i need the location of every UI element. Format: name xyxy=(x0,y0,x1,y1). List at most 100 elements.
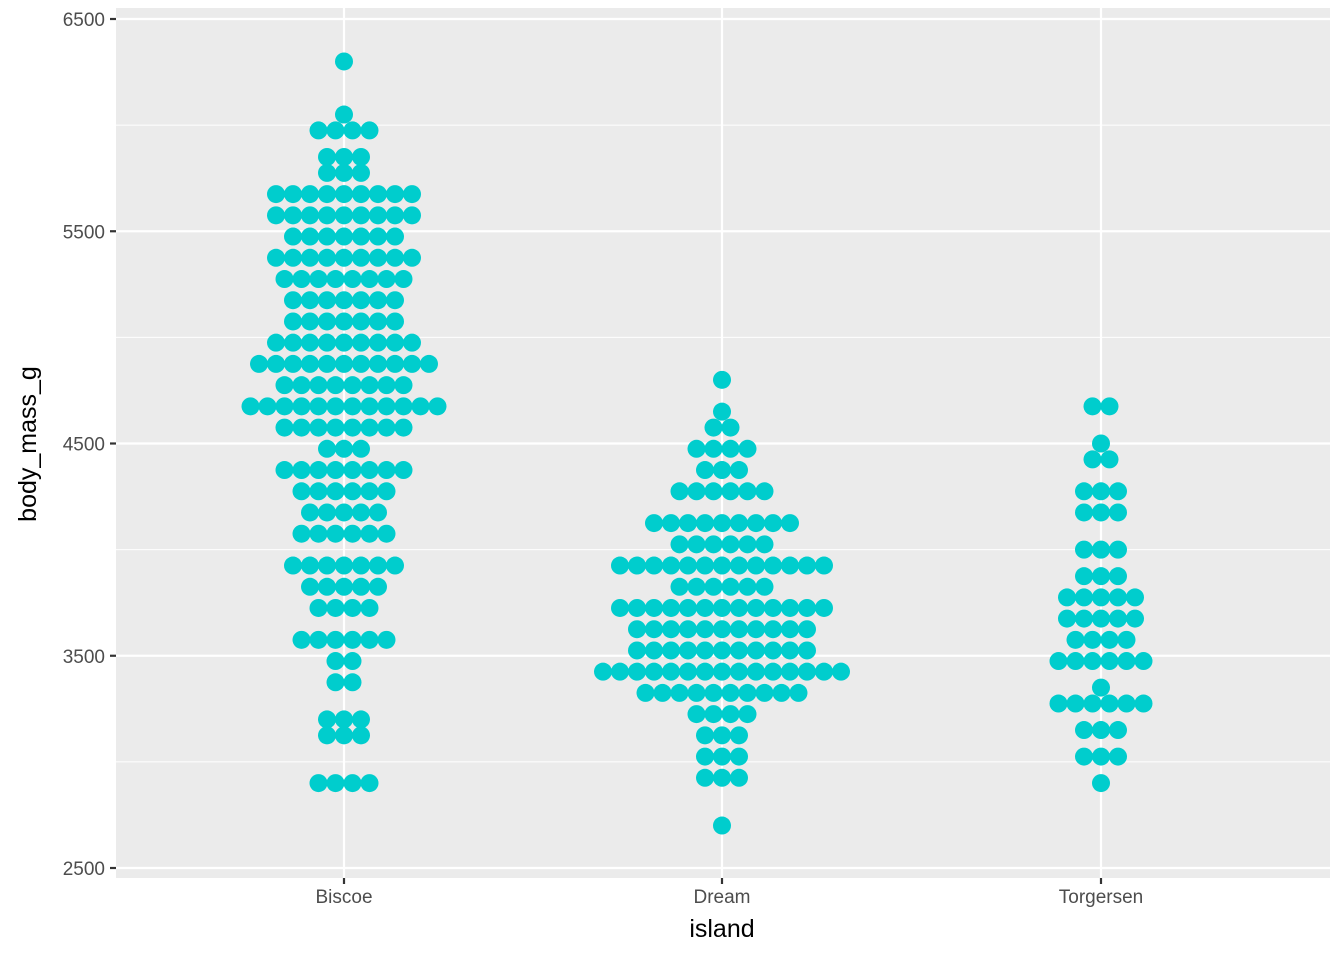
data-point xyxy=(815,556,833,575)
data-point xyxy=(687,577,706,596)
data-point xyxy=(394,270,413,289)
data-point xyxy=(377,270,396,289)
data-point xyxy=(326,482,345,501)
data-point xyxy=(301,354,319,373)
data-point xyxy=(309,270,328,289)
data-point xyxy=(747,662,765,681)
data-point xyxy=(679,514,697,533)
data-point xyxy=(696,556,714,575)
data-point xyxy=(352,503,370,522)
data-point xyxy=(713,370,731,389)
data-point xyxy=(352,227,370,246)
data-point xyxy=(764,641,782,660)
data-point xyxy=(1109,721,1127,740)
data-point xyxy=(352,185,370,204)
data-point xyxy=(755,683,774,702)
x-axis-title: island xyxy=(689,915,754,943)
data-point xyxy=(704,705,723,724)
data-point xyxy=(636,683,655,702)
data-point xyxy=(713,402,731,421)
data-point xyxy=(730,556,748,575)
data-point xyxy=(360,630,379,649)
data-point xyxy=(343,270,362,289)
data-point xyxy=(369,206,387,225)
data-point xyxy=(1126,588,1144,607)
data-point xyxy=(628,598,646,617)
data-point xyxy=(335,312,353,331)
data-point xyxy=(377,482,396,501)
data-point xyxy=(352,291,370,310)
data-point xyxy=(713,662,731,681)
data-point xyxy=(704,577,723,596)
data-point xyxy=(335,556,353,575)
data-point xyxy=(611,556,629,575)
data-point xyxy=(789,683,808,702)
data-point xyxy=(360,461,379,480)
data-point xyxy=(1075,721,1093,740)
data-point xyxy=(292,630,311,649)
data-point xyxy=(369,503,387,522)
data-point xyxy=(369,354,387,373)
data-point xyxy=(369,227,387,246)
data-point xyxy=(662,556,680,575)
data-point xyxy=(798,556,816,575)
data-point xyxy=(326,630,345,649)
data-point xyxy=(764,514,782,533)
data-point xyxy=(335,163,353,182)
data-point xyxy=(696,747,714,766)
data-point xyxy=(747,556,765,575)
data-point xyxy=(377,397,396,416)
data-point xyxy=(1109,503,1127,522)
data-point xyxy=(1075,747,1093,766)
data-point xyxy=(730,620,748,639)
data-point xyxy=(1117,694,1136,713)
data-point xyxy=(301,333,319,352)
data-point xyxy=(764,620,782,639)
data-point xyxy=(1049,652,1068,671)
data-point xyxy=(352,312,370,331)
data-point xyxy=(275,461,294,480)
data-point xyxy=(301,227,319,246)
data-point xyxy=(394,397,413,416)
data-point xyxy=(386,312,404,331)
y-tick-label: 3500 xyxy=(63,647,105,668)
data-point xyxy=(1100,694,1119,713)
data-point xyxy=(1092,503,1110,522)
data-point xyxy=(360,418,379,437)
data-point xyxy=(696,641,714,660)
data-point xyxy=(292,418,311,437)
data-point xyxy=(1092,747,1110,766)
data-point xyxy=(1092,482,1110,501)
data-point xyxy=(326,673,345,692)
data-point xyxy=(369,333,387,352)
data-point xyxy=(369,312,387,331)
data-point xyxy=(309,482,328,501)
data-point xyxy=(696,620,714,639)
y-axis-title: body_mass_g xyxy=(14,366,42,522)
data-point xyxy=(730,662,748,681)
data-point xyxy=(352,726,370,745)
data-point xyxy=(662,514,680,533)
data-point xyxy=(360,482,379,501)
data-point xyxy=(704,418,723,437)
data-point xyxy=(326,652,345,671)
data-point xyxy=(352,710,370,729)
data-point xyxy=(428,397,447,416)
data-point xyxy=(747,641,765,660)
data-point xyxy=(798,620,816,639)
data-point xyxy=(343,418,362,437)
data-point xyxy=(275,270,294,289)
data-point xyxy=(386,556,404,575)
data-point xyxy=(645,514,663,533)
data-point xyxy=(284,354,302,373)
data-point xyxy=(403,248,421,267)
data-point xyxy=(704,535,723,554)
x-tick-label: Biscoe xyxy=(315,887,372,908)
data-point xyxy=(420,354,438,373)
data-point xyxy=(335,354,353,373)
data-point xyxy=(267,185,285,204)
data-point xyxy=(292,376,311,395)
data-point xyxy=(1134,652,1153,671)
data-point xyxy=(335,185,353,204)
y-tick-label: 4500 xyxy=(63,435,105,456)
